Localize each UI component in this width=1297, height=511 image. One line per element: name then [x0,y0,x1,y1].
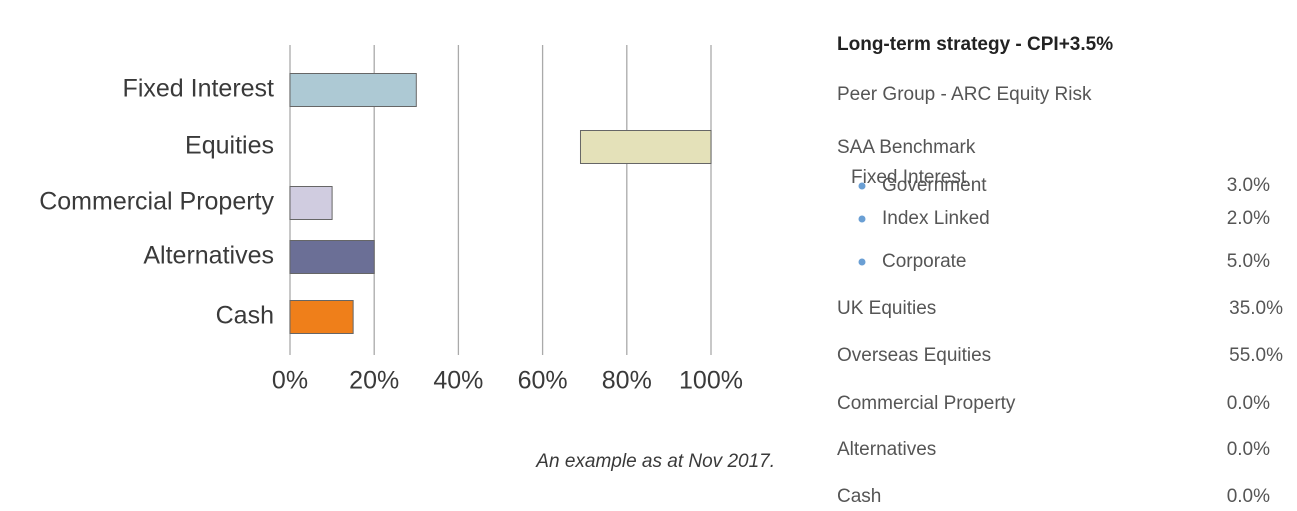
row-label: Alternatives [837,439,936,460]
x-tick-label: 20% [349,367,399,395]
item-label: Corporate [882,251,967,272]
category-label: Commercial Property [39,188,274,216]
row-label: Commercial Property [837,393,1016,414]
item-value: 2.0% [1227,208,1270,229]
fixed-interest: Fixed Interest [851,167,967,188]
bullet [858,182,866,190]
bar [579,130,712,164]
caption: An example as at Nov 2017. [535,451,775,472]
bar [289,186,333,220]
item-label: Government [882,175,987,196]
row-label: Overseas Equities [837,345,991,366]
row-label: UK Equities [837,298,936,319]
item-value: 5.0% [1227,251,1270,272]
x-tick-label: 80% [602,367,652,395]
item-value: 3.0% [1227,175,1270,196]
category-label: Fixed Interest [123,75,275,103]
benchmark: SAA Benchmark [837,137,976,158]
row-value: 0.0% [1227,486,1270,507]
chart: 0% 20% 40% 60% 80% 100% Fixed Interest Equities… [39,45,743,395]
bullet [858,258,866,266]
row-value: 35.0% [1229,298,1283,319]
peer-group: Peer Group - ARC Equity Risk [837,84,1092,105]
x-tick-label: 60% [518,367,568,395]
bullet [858,215,866,223]
row-label: Cash [837,486,881,507]
category-label: Alternatives [143,242,274,270]
category-label: Equities [185,132,274,160]
panel-title: Long-term strategy - CPI+3.5% [837,34,1113,55]
panel: Long-term strategy - CPI+3.5% Peer Group… [837,34,1283,507]
row-value: 0.0% [1227,439,1270,460]
x-tick-label: 40% [433,367,483,395]
row-value: 55.0% [1229,345,1283,366]
bar [289,73,417,107]
bar [289,300,354,334]
row-value: 0.0% [1227,393,1270,414]
bar [289,240,375,274]
x-tick-label: 0% [272,367,308,395]
x-tick-label: 100% [679,367,743,395]
item-label: Index Linked [882,208,990,229]
category-label: Cash [216,302,274,330]
